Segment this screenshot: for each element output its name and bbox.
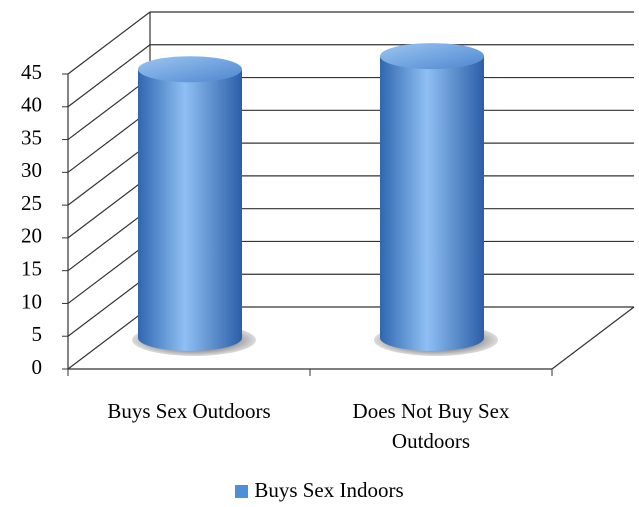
grid-line	[67, 240, 151, 304]
legend-label: Buys Sex Indoors	[254, 478, 404, 502]
y-tick-label: 25	[21, 191, 42, 215]
grid-line	[67, 109, 151, 173]
bar	[138, 69, 242, 351]
y-tick-label: 35	[21, 125, 42, 149]
y-tick-label: 10	[21, 289, 42, 313]
grid-line	[67, 175, 151, 239]
cylinder-top	[380, 43, 484, 70]
y-tick-label: 0	[32, 355, 43, 379]
y-tick-label: 20	[21, 224, 42, 248]
y-tick-label: 30	[21, 158, 42, 182]
cylinder-top	[138, 56, 242, 83]
grid-line	[67, 273, 151, 337]
y-tick-label: 15	[21, 256, 42, 280]
grid-line	[67, 11, 151, 75]
bar	[380, 56, 484, 351]
y-tick-label: 5	[32, 322, 43, 346]
y-tick-label: 40	[21, 93, 42, 117]
x-tick-label: Does Not Buy Sex Outdoors	[352, 399, 510, 453]
legend-swatch	[235, 485, 249, 498]
legend: Buys Sex Indoors	[0, 478, 639, 503]
floor-edge	[551, 306, 635, 370]
x-tick-label: Buys Sex Outdoors	[107, 399, 271, 423]
y-tick-label: 45	[21, 60, 42, 84]
grid-line	[67, 44, 151, 108]
grid-line	[67, 306, 151, 370]
grid-line	[67, 77, 151, 141]
grid-line	[67, 208, 151, 272]
grid-line	[67, 142, 151, 206]
